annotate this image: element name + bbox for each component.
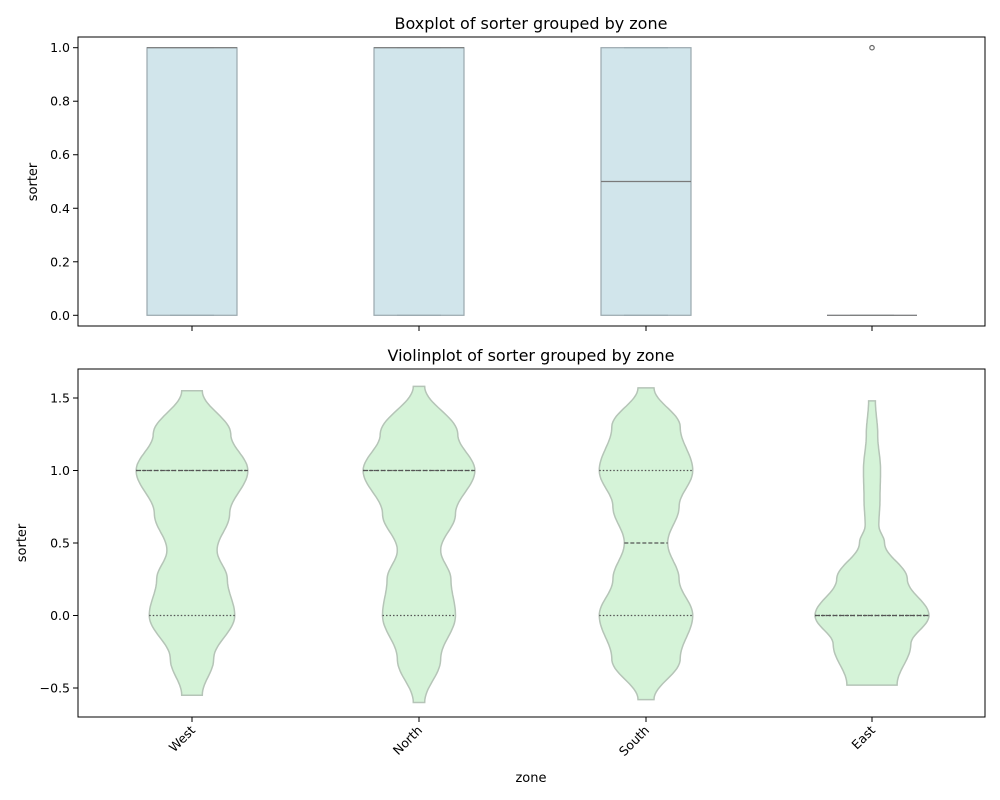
violinplot-title: Violinplot of sorter grouped by zone — [387, 346, 674, 365]
boxplot-ytick-label: 0.2 — [50, 254, 70, 269]
violinplot-xlabel: zone — [515, 771, 546, 786]
box-north — [373, 47, 465, 316]
boxplot-content: 0.0 0.2 0.4 0.6 0.8 1.0 — [50, 40, 917, 331]
xtick-label-north: North — [390, 723, 425, 758]
xtick-label-west: West — [166, 722, 198, 754]
boxplot-frame — [77, 36, 986, 327]
boxplot-title: Boxplot of sorter grouped by zone — [395, 14, 668, 33]
violinplot-frame — [77, 368, 986, 718]
boxplot-ylabel: sorter — [26, 162, 41, 201]
outlier-point — [869, 44, 875, 51]
violinplot-ytick-label: −0.5 — [40, 681, 70, 696]
boxplot-ytick-label: 0.6 — [50, 147, 70, 162]
xtick-label-east: East — [848, 722, 878, 752]
box-west — [146, 47, 238, 316]
violin-east — [814, 400, 930, 686]
violinplot-content: −0.5 0.0 0.5 1.0 1.5 West North South East — [40, 385, 930, 759]
violinplot-ytick-label: 0.5 — [50, 536, 70, 551]
boxplot-ytick-label: 0.4 — [50, 201, 70, 216]
violin-west — [135, 390, 249, 697]
xtick-label-south: South — [616, 723, 652, 759]
violinplot-panel: Violinplot of sorter grouped by zone sor… — [15, 346, 986, 786]
boxplot-ytick-label: 1.0 — [50, 40, 70, 55]
violin-north — [362, 385, 476, 704]
violinplot-ylabel: sorter — [15, 523, 30, 562]
boxplot-ytick-label: 0.8 — [50, 94, 70, 109]
violinplot-ytick-label: 0.0 — [50, 608, 70, 623]
violinplot-ytick-label: 1.5 — [50, 391, 70, 406]
violin-south — [598, 387, 694, 701]
violinplot-ytick-label: 1.0 — [50, 463, 70, 478]
boxplot-panel: Boxplot of sorter grouped by zone sorter… — [26, 14, 986, 331]
boxplot-ytick-label: 0.0 — [50, 308, 70, 323]
